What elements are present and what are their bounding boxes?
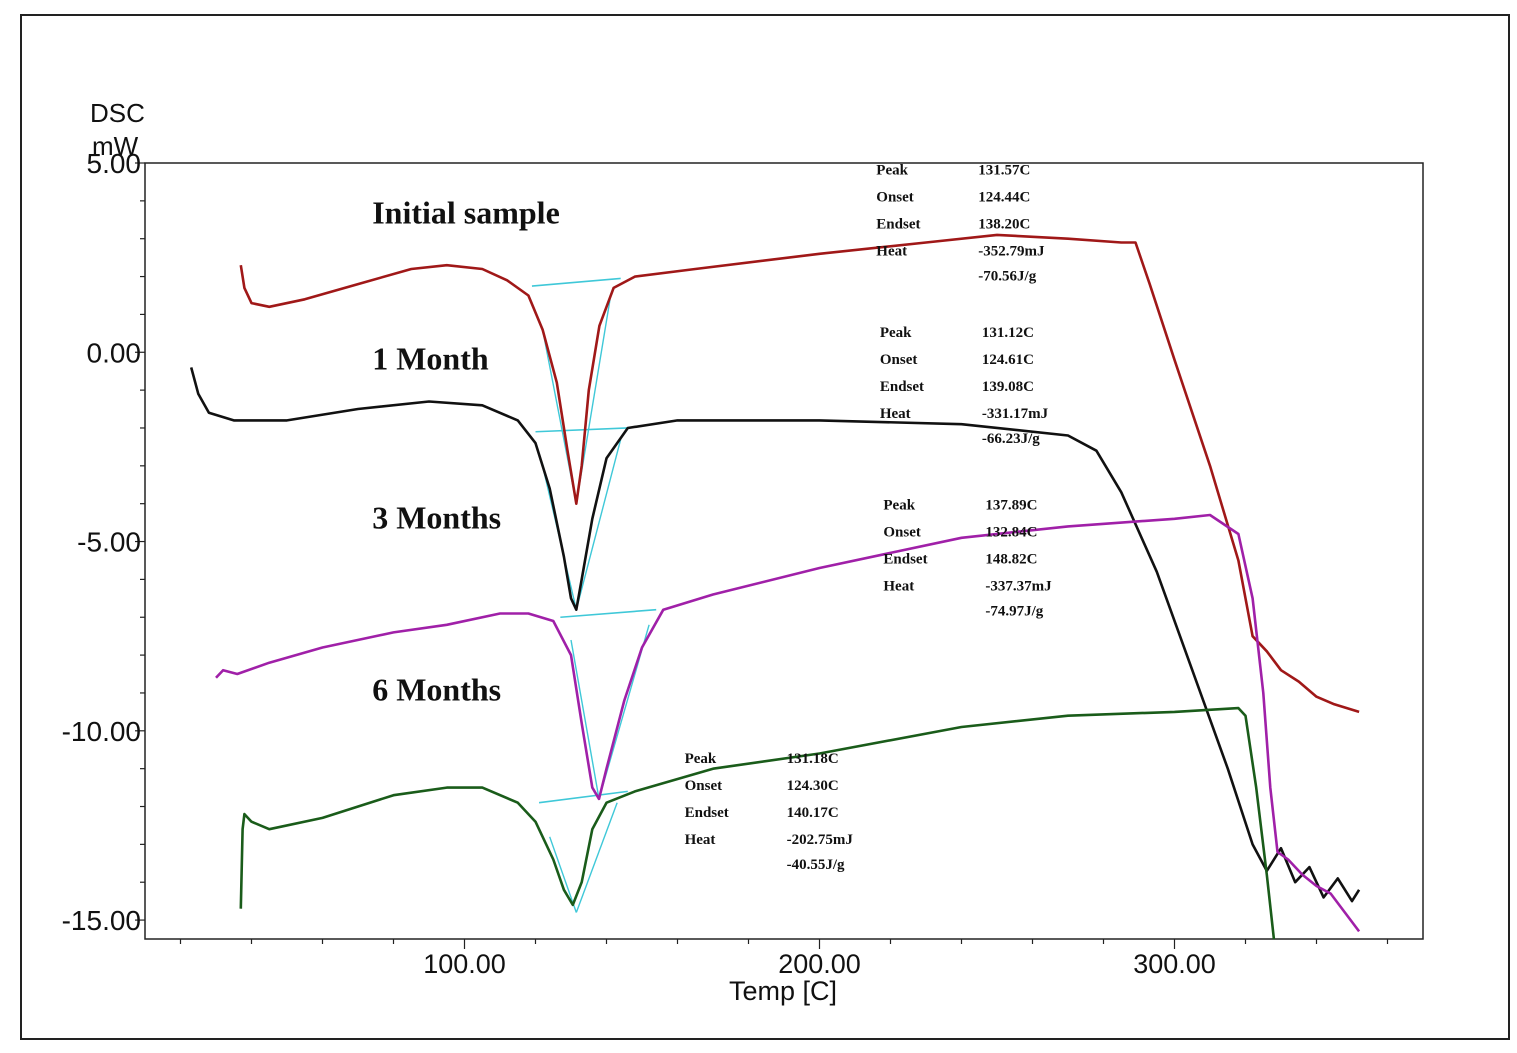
annotation-key: Endset [883, 551, 927, 567]
annotation-key: Peak [880, 325, 912, 341]
annotation-key: Onset [876, 189, 914, 205]
annotation-value: -40.55J/g [787, 857, 845, 873]
series-line-3 [215, 513, 1361, 933]
plot-area-border [144, 162, 1424, 940]
peak-integration-lines [531, 277, 657, 913]
annotation-value: -66.23J/g [982, 431, 1040, 447]
annotation-value: -352.79mJ [978, 243, 1045, 259]
x-tick-label: 100.00 [423, 949, 506, 979]
annotation-value: -74.97J/g [985, 603, 1043, 619]
annotation-value: -331.17mJ [982, 406, 1049, 422]
y-axis-title-line-2: mW [92, 131, 139, 161]
x-tick-label: 300.00 [1133, 949, 1216, 979]
annotation-key: Heat [685, 832, 716, 848]
peak-annotation-4: Peak 131.18C Onset 124.30C Endset 140.17C Heat… [685, 751, 854, 873]
y-tick-label: -15.00 [62, 905, 141, 936]
annotation-value: 139.08C [982, 379, 1034, 395]
annotation-value: 124.61C [982, 352, 1034, 368]
tangent-line [549, 836, 577, 913]
annotation-value: -202.75mJ [787, 832, 854, 848]
annotation-key: Endset [880, 379, 924, 395]
annotation-value: 131.12C [982, 325, 1034, 341]
annotation-value: 132.84C [985, 524, 1037, 540]
annotation-value: 148.82C [985, 551, 1037, 567]
series-label: Initial sample [372, 195, 560, 231]
series-line-2 [189, 367, 1361, 903]
annotation-value: 138.20C [978, 216, 1030, 232]
figure-frame [20, 14, 1510, 1040]
annotation-value: -337.37mJ [985, 578, 1052, 594]
annotation-key: Peak [883, 497, 915, 513]
y-axis-title-line-1: DSC [90, 98, 145, 128]
y-tick-label: 5.00 [87, 148, 142, 179]
annotation-value: 131.57C [978, 162, 1030, 178]
annotation-key: Endset [685, 805, 729, 821]
x-tick-label: 200.00 [778, 949, 861, 979]
annotation-key: Heat [883, 578, 914, 594]
series-line-1 [239, 233, 1360, 714]
series-label: 1 Month [372, 340, 489, 376]
x-axis-title: Temp [C] [729, 976, 837, 1006]
y-axis-ticks: 5.00 0.00 -5.00 -10.00 -15.00 [62, 148, 145, 936]
series-group [189, 233, 1361, 940]
x-axis-ticks: 100.00 200.00 300.00 [179, 939, 1389, 979]
peak-annotations: Peak 131.57C Onset 124.44C Endset 138.20C Heat… [685, 162, 1053, 873]
baseline-line [531, 277, 621, 287]
annotation-key: Onset [685, 778, 723, 794]
annotation-key: Peak [685, 751, 717, 767]
tangent-line [575, 802, 618, 913]
annotation-key: Peak [876, 162, 908, 178]
series-labels: Initial sample 1 Month 3 Months 6 Months [372, 195, 560, 708]
baseline-line [538, 790, 628, 804]
baseline-line [560, 608, 657, 619]
annotation-value: 124.44C [978, 189, 1030, 205]
annotation-value: -70.56J/g [978, 268, 1036, 284]
y-tick-label: -5.00 [77, 527, 141, 558]
peak-annotation-1: Peak 131.57C Onset 124.44C Endset 138.20C Heat… [876, 162, 1045, 284]
peak-annotation-2: Peak 131.12C Onset 124.61C Endset 139.08C Heat… [880, 325, 1049, 447]
annotation-value: 140.17C [787, 805, 839, 821]
annotation-key: Onset [883, 524, 921, 540]
annotation-key: Heat [876, 243, 907, 259]
tangent-line [575, 439, 622, 610]
annotation-value: 124.30C [787, 778, 839, 794]
y-tick-label: -10.00 [62, 716, 141, 747]
y-axis-title: DSC mW [90, 98, 145, 161]
y-tick-label: 0.00 [87, 337, 142, 368]
baseline-line [535, 427, 628, 433]
annotation-key: Onset [880, 352, 918, 368]
peak-annotation-3: Peak 137.89C Onset 132.84C Endset 148.82C Heat… [883, 497, 1052, 619]
series-label: 3 Months [372, 499, 501, 535]
annotation-key: Heat [880, 406, 911, 422]
annotation-value: 131.18C [787, 751, 839, 767]
series-label: 6 Months [372, 672, 501, 708]
tangent-line [570, 639, 600, 800]
series-line-4 [239, 706, 1276, 940]
annotation-key: Endset [876, 216, 920, 232]
annotation-value: 137.89C [985, 497, 1037, 513]
